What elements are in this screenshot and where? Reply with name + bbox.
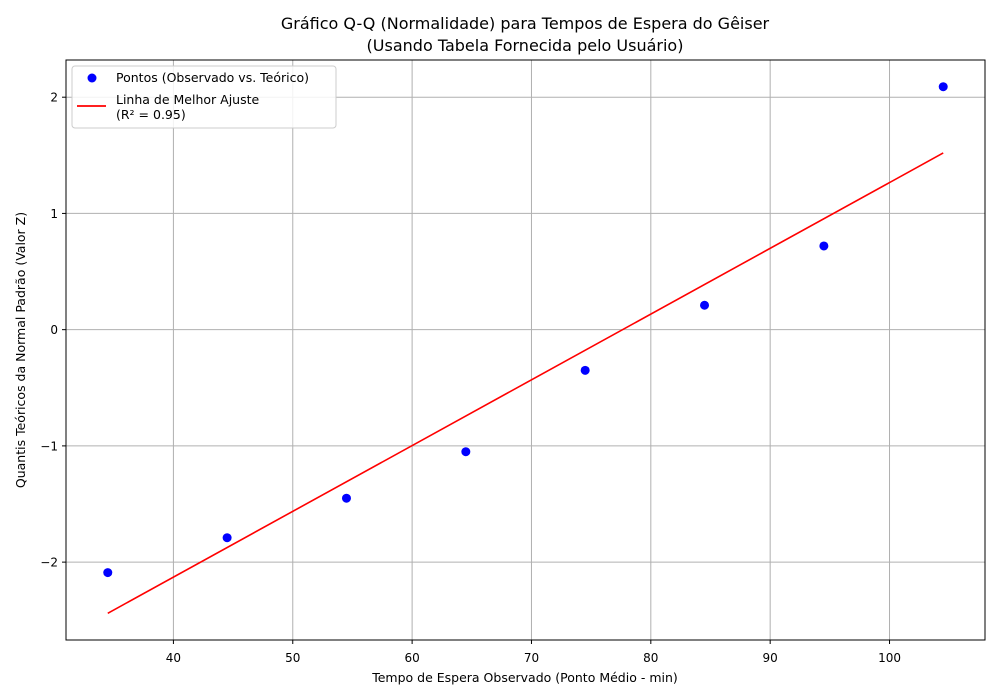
data-point (222, 533, 232, 543)
plot-area (103, 82, 948, 614)
best-fit-line (107, 152, 944, 614)
data-point (461, 447, 471, 457)
data-point (938, 82, 948, 92)
x-axis-label: Tempo de Espera Observado (Ponto Médio -… (371, 670, 678, 685)
y-tick-label: 1 (50, 207, 58, 221)
legend-scatter-marker (87, 73, 97, 83)
legend-label-r-squared: (R² = 0.95) (116, 107, 186, 122)
y-axis-label: Quantis Teóricos da Normal Padrão (Valor… (13, 212, 28, 488)
x-tick-label: 90 (763, 651, 778, 665)
axes-frame (65, 59, 986, 641)
y-tick-label: 2 (50, 91, 58, 105)
x-tick-label: 70 (524, 651, 539, 665)
axis-ticks: 40 50 60 70 80 90 100 −2 −1 0 1 2 (40, 91, 901, 665)
x-tick-label: 100 (878, 651, 901, 665)
y-tick-label: −1 (40, 439, 58, 453)
data-point (819, 241, 829, 251)
legend-label-points: Pontos (Observado vs. Teórico) (116, 70, 309, 85)
x-tick-label: 60 (404, 651, 419, 665)
legend-box (71, 65, 337, 129)
y-tick-label: 0 (50, 323, 58, 337)
y-tick-label: −2 (40, 556, 58, 570)
x-tick-label: 80 (643, 651, 658, 665)
legend-label-fit-line: Linha de Melhor Ajuste (116, 92, 260, 107)
data-point (580, 365, 590, 375)
data-point (341, 493, 351, 503)
chart-title: Gráfico Q-Q (Normalidade) para Tempos de… (281, 14, 770, 33)
chart-subtitle: (Usando Tabela Fornecida pelo Usuário) (367, 36, 684, 55)
data-point (700, 300, 710, 310)
data-point (103, 568, 113, 578)
x-tick-label: 40 (166, 651, 181, 665)
x-tick-label: 50 (285, 651, 300, 665)
legend: Pontos (Observado vs. Teórico) Linha de … (71, 65, 337, 129)
grid-lines (66, 60, 985, 640)
